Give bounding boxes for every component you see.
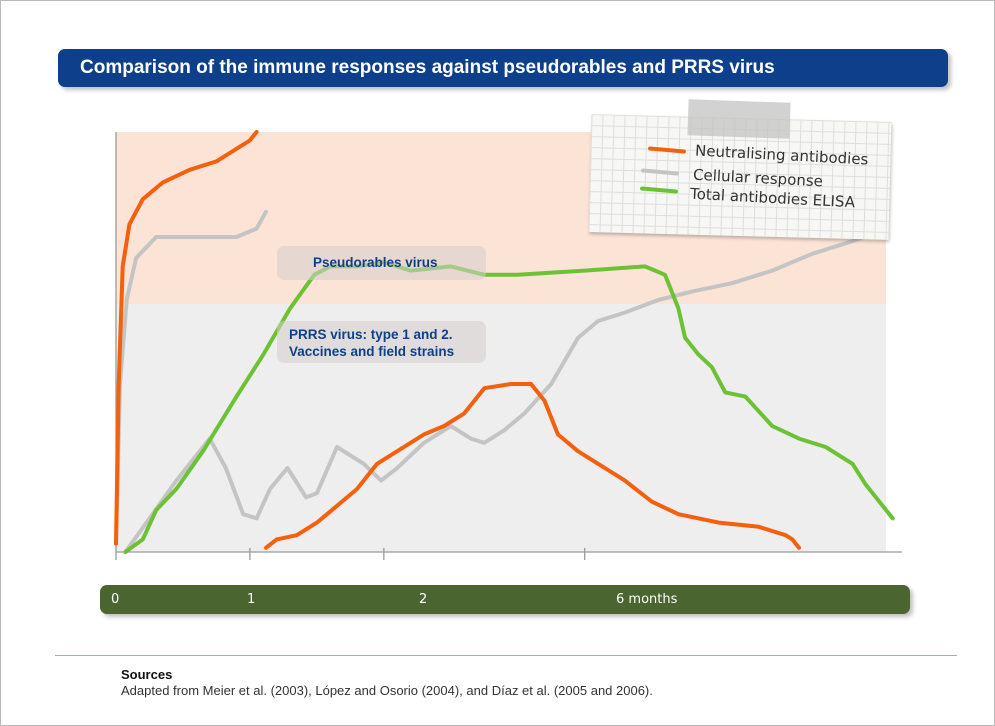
- series-lines: [114, 130, 895, 554]
- series-line-prrs-cellular-response: [123, 226, 888, 554]
- prrs-label-line2: Vaccines and field strains: [289, 344, 455, 359]
- pseudorabies-label: Pseudorables virus: [277, 246, 486, 280]
- timeline-bar: [100, 585, 910, 614]
- chart-title: Comparison of the immune responses again…: [58, 49, 948, 87]
- timeline-tick-0: 0: [111, 592, 120, 607]
- legend-tape: [687, 99, 791, 139]
- sources-text: Adapted from Meier et al. (2003), López …: [121, 683, 653, 698]
- timeline-tick-2: 2: [419, 592, 428, 607]
- timeline-tick-6-months: 6 months: [616, 592, 678, 607]
- series-line-pseudorabies-neutralising-antibodies: [114, 130, 259, 546]
- series-line-prrs-total-antibodies-elisa: [123, 260, 895, 554]
- pseudorabies-label-text: Pseudorables virus: [313, 255, 438, 270]
- prrs-band: [116, 304, 886, 552]
- prrs-label: PRRS virus: type 1 and 2. Vaccines and f…: [277, 321, 486, 363]
- prrs-label-line1: PRRS virus: type 1 and 2.: [289, 327, 453, 342]
- sources-title: Sources: [121, 667, 173, 682]
- series-line-prrs-neutralising-antibodies: [264, 382, 801, 550]
- series-line-pseudorabies-cellular-response: [114, 209, 268, 546]
- sources-divider: [55, 655, 957, 656]
- timeline-tick-1: 1: [247, 592, 256, 607]
